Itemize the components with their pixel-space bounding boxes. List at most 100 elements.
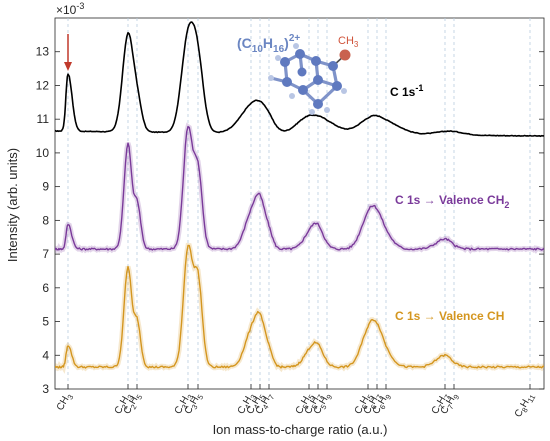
- x-tick-label-part: 7: [374, 393, 384, 401]
- molecule-formula-open: (C: [237, 35, 252, 51]
- x-tick-label-part: 5: [195, 393, 205, 401]
- molecule-charge: 2+: [289, 33, 301, 44]
- x-tick-label-part: 4: [261, 403, 271, 411]
- x-tick-label-part: H: [127, 395, 140, 407]
- x-tick-label-part: H: [358, 395, 371, 407]
- x-tick-label-text: C3H3: [173, 391, 196, 417]
- x-tick-label-part: 2: [120, 403, 130, 411]
- y-exponent-base: ×10: [56, 3, 77, 17]
- methyl-label: CH3: [338, 35, 359, 49]
- x-tick-label-part: 7: [442, 393, 452, 401]
- x-tick-label-part: 7: [315, 393, 325, 401]
- x-tick-label-text: C5H9: [312, 391, 335, 417]
- x-tick-label-part: 6: [369, 403, 379, 411]
- x-tick-label-part: C: [113, 404, 126, 416]
- x-tick-label-part: 5: [310, 403, 320, 411]
- molecule-formula: (C10H16)2+: [237, 33, 300, 55]
- x-tick-label-part: H: [178, 395, 191, 407]
- x-tick-label-text: C7H9: [439, 391, 462, 417]
- molecule-formula-h: H: [263, 35, 273, 51]
- x-tick-label-part: 3: [65, 393, 75, 401]
- x-tick-label: C8H11: [513, 393, 538, 420]
- y-axis: 3 4 5 6 7 8 9 10 11 12 13: [36, 45, 544, 396]
- y-axis-label: Intensity (arb. units): [5, 148, 20, 262]
- series-label-sub: 2: [504, 200, 509, 210]
- y-tick-label: 4: [42, 348, 49, 362]
- x-tick-label-part: 8: [520, 406, 530, 414]
- x-tick-label-part: H: [188, 395, 201, 407]
- x-tick-label-text: C6H5: [353, 391, 376, 417]
- x-tick-label-part: 5: [306, 393, 316, 401]
- x-tick-label-part: H: [376, 395, 389, 407]
- x-tick-label-part: C: [294, 404, 307, 416]
- series-line: [55, 125, 544, 251]
- x-tick-label-part: C: [312, 404, 325, 416]
- x-tick-label-part: 5: [365, 393, 375, 401]
- x-tick-label-part: H: [367, 395, 380, 407]
- x-tick-label-part: C: [513, 408, 526, 420]
- x-tick-label: C6H5: [353, 391, 376, 417]
- molecule-formula-sub-h: 16: [273, 44, 285, 55]
- x-tick-label-text: C3H5: [183, 391, 206, 417]
- x-tick-label: C3H5: [183, 391, 206, 417]
- x-tick-label-part: 7: [446, 403, 456, 411]
- x-tick-label-part: 4: [252, 403, 262, 411]
- x-tick-label-part: 5: [257, 393, 267, 401]
- x-tick-label-part: C: [236, 404, 249, 416]
- y-tick-label: 10: [36, 146, 50, 160]
- y-exponent-power: -3: [76, 1, 84, 11]
- x-tick-label-part: C: [245, 404, 258, 416]
- x-tick-label-part: H: [299, 395, 312, 407]
- x-tick-label-part: 6: [378, 403, 388, 411]
- x-tick-label: C5H7: [303, 393, 326, 416]
- series-label-name: C 1s: [390, 85, 416, 99]
- x-tick-label-text: C2H3: [113, 391, 136, 417]
- x-tick-label-part: C: [430, 404, 443, 416]
- x-tick-label-part: H: [519, 398, 532, 410]
- x-tick-label-part: H: [317, 395, 330, 407]
- x-tick-label-text: C6H9: [371, 391, 394, 417]
- x-axis-label: Ion mass-to-charge ratio (a.u.): [213, 422, 388, 437]
- x-tick-label-part: 7: [266, 393, 276, 401]
- series-label-sup: -1: [415, 83, 423, 93]
- x-tick-label-text: C6H7: [362, 391, 385, 417]
- x-tick-label-text: CH3: [55, 391, 76, 414]
- x-tick-label-part: C: [254, 404, 267, 416]
- series-line: [55, 244, 544, 369]
- x-tick-label-part: 3: [125, 393, 135, 401]
- series-label: C 1s-1: [390, 83, 423, 99]
- molecule-structure-icon: [268, 43, 351, 115]
- x-tick-label-part: C: [362, 404, 375, 416]
- x-tick-label-part: 9: [324, 393, 334, 401]
- x-tick-label-part: C: [303, 404, 316, 416]
- x-tick-label-part: C: [371, 404, 384, 416]
- x-tick-label: C2H5: [122, 393, 145, 416]
- x-tick-label: C4H7: [254, 391, 277, 417]
- y-exponent: ×10-3: [56, 1, 84, 17]
- x-tick-label-text: C7H7: [430, 391, 453, 417]
- x-tick-label: C6H7: [362, 391, 385, 417]
- methyl-peak-arrow: [64, 34, 72, 71]
- series-layer: [55, 21, 544, 374]
- x-tick-label-part: 3: [180, 403, 190, 411]
- x-tick-label-part: 7: [437, 403, 447, 411]
- arrow-head: [64, 62, 72, 71]
- y-tick-label: 7: [42, 247, 49, 261]
- series-label-name: C 1s → Valence CH: [395, 309, 504, 323]
- x-tick-label-part: H: [444, 395, 457, 407]
- x-tick-label-part: C: [122, 404, 135, 416]
- x-tick-label-part: 3: [248, 393, 258, 401]
- x-tick-label: C6H9: [371, 391, 394, 417]
- x-tick-label: C5H9: [312, 391, 335, 417]
- y-tick-label: 9: [42, 180, 49, 194]
- x-tick-label-part: H: [435, 395, 448, 407]
- x-tick-label-text: C4H3: [236, 391, 259, 417]
- x-tick-label: CH3: [55, 391, 76, 414]
- x-tick-label-text: C4H7: [254, 391, 277, 417]
- x-tick-label-part: 6: [360, 403, 370, 411]
- x-tick-label: C2H3: [113, 391, 136, 417]
- series-label: C 1s → Valence CH2: [395, 193, 509, 210]
- x-tick-label-part: 11: [526, 393, 538, 404]
- series-label-name: C 1s → Valence CH: [395, 193, 504, 207]
